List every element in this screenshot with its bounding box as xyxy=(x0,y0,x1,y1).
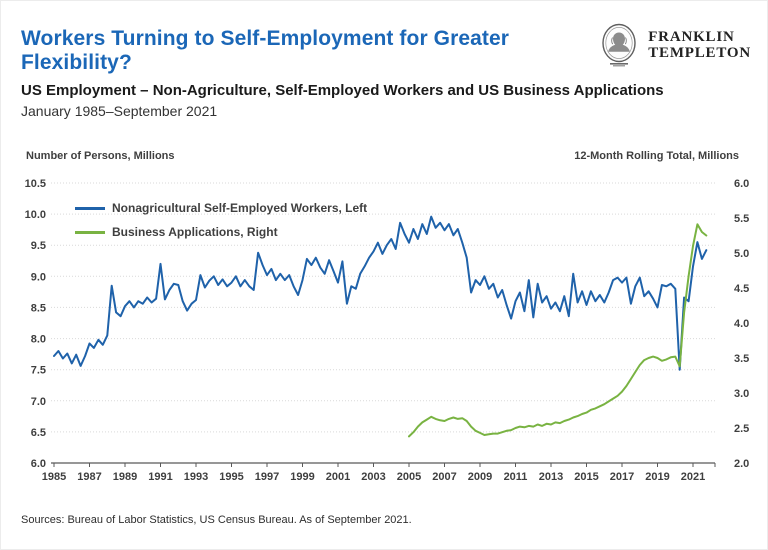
left-axis-tick-label: 8.5 xyxy=(31,302,46,314)
left-axis-tick-label: 6.5 xyxy=(31,427,46,439)
logo-wordmark: FRANKLIN TEMPLETON xyxy=(648,29,751,61)
x-tick-label: 2013 xyxy=(539,471,563,483)
x-tick-label: 2021 xyxy=(681,471,705,483)
logo-line2: TEMPLETON xyxy=(648,45,751,61)
chart-canvas: 1985 1987 1989 1991 1993 1995 1997 1999 2001 2003… xyxy=(25,178,750,483)
right-axis-tick-label: 2.5 xyxy=(734,423,749,435)
x-tick-label: 2009 xyxy=(468,471,492,483)
logo-line1: FRANKLIN xyxy=(648,29,735,45)
chart-title: US Employment – Non-Agriculture, Self-Em… xyxy=(21,82,664,99)
x-tick-label: 2015 xyxy=(574,471,598,483)
left-axis-tick-label: 6.0 xyxy=(31,458,46,470)
right-axis-tick-label: 3.5 xyxy=(734,353,749,365)
x-tick-label: 1997 xyxy=(255,471,279,483)
sources-note: Sources: Bureau of Labor Statistics, US … xyxy=(21,514,412,526)
franklin-templeton-logo: FRANKLIN TEMPLETON xyxy=(596,21,751,69)
green-line-swatch xyxy=(75,230,105,234)
x-tick-label: 2017 xyxy=(610,471,634,483)
x-tick-label: 2003 xyxy=(361,471,385,483)
x-tick-label: 2001 xyxy=(326,471,350,483)
x-tick-label: 1989 xyxy=(113,471,137,483)
series-line-0 xyxy=(53,215,708,371)
x-tick-label: 2011 xyxy=(504,471,528,483)
left-axis-tick-label: 10.5 xyxy=(25,178,46,190)
left-axis-tick-label: 9.0 xyxy=(31,271,46,283)
x-tick-label: 1991 xyxy=(148,471,172,483)
left-axis-title: Number of Persons, Millions xyxy=(26,150,175,162)
blue-line-swatch xyxy=(75,206,105,210)
left-axis-tick-label: 8.0 xyxy=(31,334,46,346)
x-tick-label: 1995 xyxy=(219,471,243,483)
left-axis-tick-label: 7.0 xyxy=(31,396,46,408)
x-tick-label: 1985 xyxy=(42,471,66,483)
line-chart: 1985 1987 1989 1991 1993 1995 1997 1999 2001 2003… xyxy=(1,171,767,496)
x-tick-label: 1987 xyxy=(77,471,101,483)
page-title: Workers Turning to Self-Employment for G… xyxy=(21,27,510,74)
right-axis-tick-label: 6.0 xyxy=(734,178,749,190)
right-axis-tick-label: 3.0 xyxy=(734,388,749,400)
right-axis-tick-label: 5.0 xyxy=(734,248,749,260)
chart-date-range: January 1985–September 2021 xyxy=(21,103,218,119)
legend-label: Nonagricultural Self-Employed Workers, L… xyxy=(112,201,368,215)
chart-legend: Nonagricultural Self-Employed Workers, L… xyxy=(75,201,367,239)
left-axis-tick-label: 10.0 xyxy=(25,209,46,221)
legend-item-self-employed: Nonagricultural Self-Employed Workers, L… xyxy=(75,201,367,215)
x-tick-label: 1993 xyxy=(184,471,208,483)
franklin-portrait-icon xyxy=(602,23,636,67)
right-axis-tick-label: 5.5 xyxy=(734,213,749,225)
x-tick-label: 2005 xyxy=(397,471,421,483)
legend-label: Business Applications, Right xyxy=(112,225,278,239)
right-axis-title: 12-Month Rolling Total, Millions xyxy=(574,150,739,162)
right-axis-tick-label: 2.0 xyxy=(734,458,749,470)
x-tick-label: 2007 xyxy=(432,471,456,483)
series-line-1 xyxy=(408,223,708,438)
x-tick-label: 1999 xyxy=(290,471,314,483)
left-axis-tick-label: 9.5 xyxy=(31,240,46,252)
right-axis-tick-label: 4.0 xyxy=(734,318,749,330)
legend-item-business-applications: Business Applications, Right xyxy=(75,225,367,239)
left-axis-tick-label: 7.5 xyxy=(31,365,46,377)
x-tick-label: 2019 xyxy=(645,471,669,483)
right-axis-tick-label: 4.5 xyxy=(734,283,749,295)
